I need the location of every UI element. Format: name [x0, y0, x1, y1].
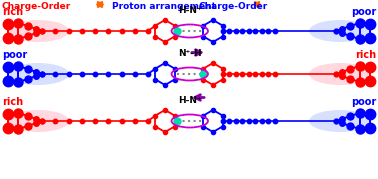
Ellipse shape — [7, 20, 69, 42]
Text: N⁺-H: N⁺-H — [178, 49, 201, 58]
Text: Charge-Order: Charge-Order — [2, 2, 71, 11]
Ellipse shape — [309, 110, 371, 132]
Text: Proton arrangement: Proton arrangement — [112, 2, 216, 11]
Text: rich: rich — [2, 7, 23, 17]
Ellipse shape — [7, 63, 69, 85]
Ellipse shape — [309, 20, 371, 42]
Text: H-N⁺: H-N⁺ — [178, 96, 201, 105]
Text: poor: poor — [351, 7, 376, 17]
Text: poor: poor — [351, 97, 376, 107]
Text: rich: rich — [2, 97, 23, 107]
Text: poor: poor — [2, 50, 27, 60]
Text: H-N⁺: H-N⁺ — [178, 6, 201, 15]
Ellipse shape — [309, 63, 371, 85]
Ellipse shape — [7, 110, 69, 132]
Text: rich: rich — [355, 50, 376, 60]
Text: Charge-Order: Charge-Order — [199, 2, 268, 11]
